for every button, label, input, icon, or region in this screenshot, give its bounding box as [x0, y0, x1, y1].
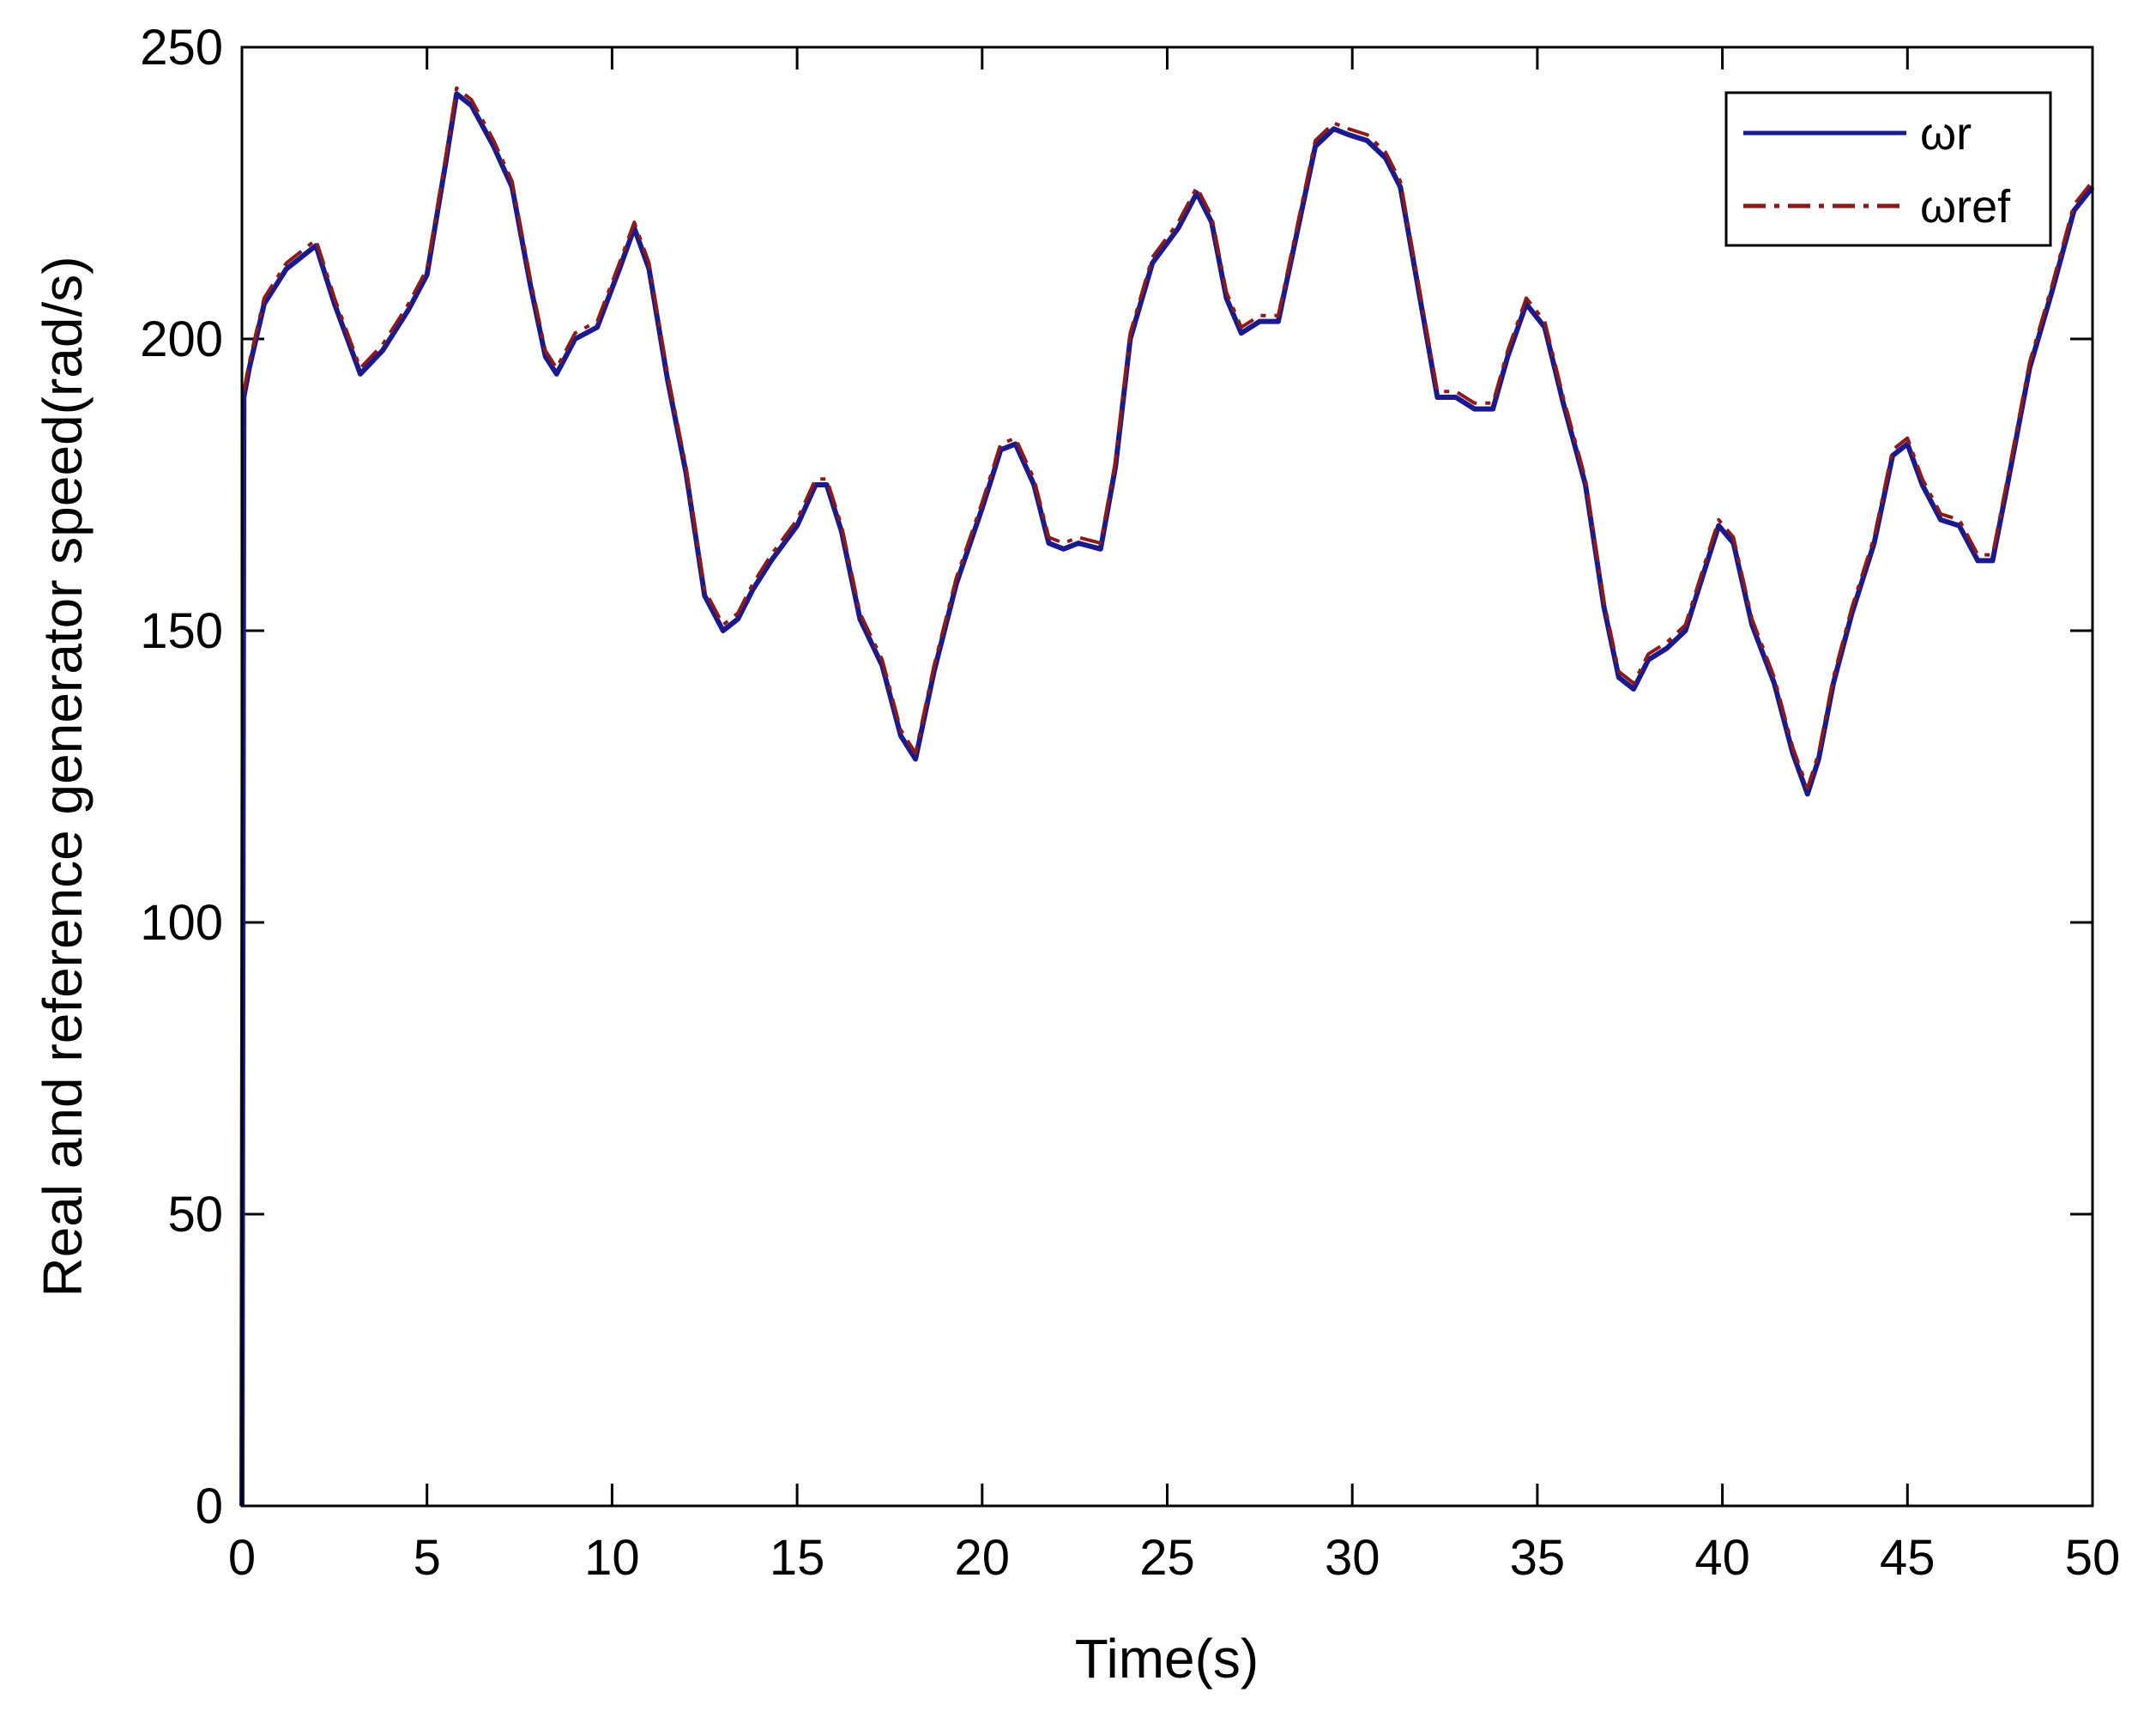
x-tick-label-3: 15 [770, 1530, 825, 1586]
legend-box [1724, 91, 2052, 247]
y-axis-label: Real and reference generator speed(rad/s… [32, 256, 94, 1297]
x-tick-label-6: 30 [1325, 1530, 1380, 1586]
y-tick-label-1: 50 [167, 1187, 223, 1242]
x-tick-label-4: 20 [955, 1530, 1011, 1586]
y-tick-label-0: 0 [196, 1478, 223, 1534]
legend-label-omega-ref: ωref [1920, 181, 2011, 233]
x-axis-label: Time(s) [1075, 1628, 1259, 1690]
y-tick-label-3: 150 [140, 603, 223, 659]
legend: ωr ωref [1724, 91, 2052, 247]
series-line-omega-ref [242, 86, 2094, 790]
y-tick-label-4: 200 [140, 311, 223, 367]
y-tick-label-5: 250 [140, 20, 223, 76]
plot-frame [240, 45, 2094, 1508]
x-tick-label-2: 10 [584, 1530, 640, 1586]
series-lines [239, 86, 2095, 1507]
x-tick-label-5: 25 [1139, 1530, 1195, 1586]
x-tick-label-0: 0 [228, 1530, 256, 1586]
y-tick-label-2: 100 [140, 895, 223, 951]
x-tick-label-9: 45 [1880, 1530, 1936, 1586]
x-tick-label-1: 5 [414, 1530, 441, 1586]
plot-background [242, 47, 2093, 1506]
x-tick-label-7: 35 [1510, 1530, 1566, 1586]
x-tick-label-10: 50 [2065, 1530, 2121, 1586]
axis-ticks: 0 5 10 15 20 25 30 35 40 45 50 0 50 100 150 200 250 [140, 20, 2120, 1586]
x-tick-label-8: 40 [1694, 1530, 1750, 1586]
legend-label-omega-r: ωr [1920, 108, 1972, 160]
